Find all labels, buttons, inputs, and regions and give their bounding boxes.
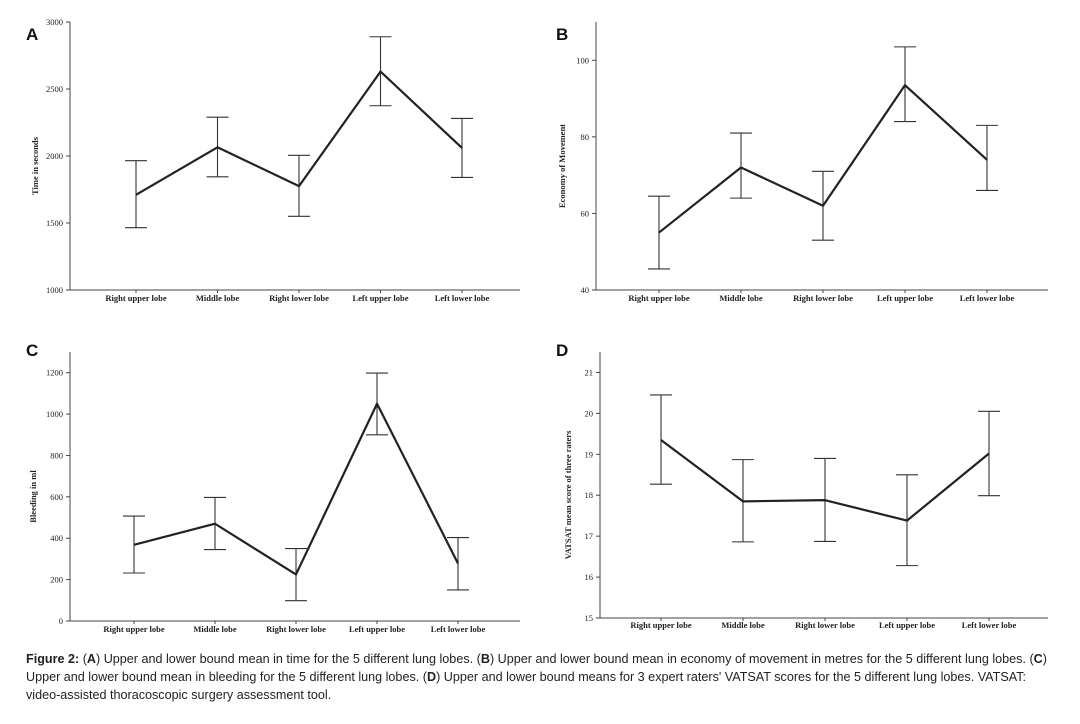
x-tick-label-b: Right lower lobe bbox=[793, 293, 853, 303]
panel-letter-b: B bbox=[556, 25, 568, 44]
y-tick-label-d: 21 bbox=[585, 367, 594, 377]
x-tick-label-c: Left lower lobe bbox=[431, 624, 486, 634]
error-bar-d bbox=[650, 394, 672, 485]
x-tick-label-b: Left lower lobe bbox=[960, 293, 1015, 303]
x-tick-label-d: Middle lobe bbox=[721, 620, 764, 630]
error-bar-c bbox=[447, 537, 469, 591]
panel-d: D 15 16 17 18 19 20 21 VATSAT mean score of thre… bbox=[556, 341, 1048, 630]
panel-letter-d: D bbox=[556, 341, 568, 360]
y-tick-label-c: 600 bbox=[50, 492, 63, 502]
mean-line-d bbox=[660, 439, 990, 522]
panel-letter-a: A bbox=[26, 25, 38, 44]
x-tick-label-c: Left upper lobe bbox=[349, 624, 405, 634]
y-axis-title-b: Economy of Movement bbox=[557, 124, 567, 208]
y-tick-label-c: 800 bbox=[50, 450, 63, 460]
y-tick-label-c: 400 bbox=[50, 533, 63, 543]
error-bar-b bbox=[730, 132, 752, 199]
panel-a: A 1000 1500 2000 2500 3000 Time in seconds Righ… bbox=[26, 17, 520, 303]
y-tick-label-c: 1200 bbox=[46, 368, 63, 378]
error-bar-b bbox=[648, 195, 670, 270]
y-tick-label-b: 60 bbox=[581, 208, 590, 218]
caption-part-c: (C) Upper and lower bound mean in bleedi… bbox=[26, 652, 1047, 684]
y-tick-label-d: 20 bbox=[585, 408, 594, 418]
x-tick-label-d: Right upper lobe bbox=[630, 620, 691, 630]
x-tick-label-a: Middle lobe bbox=[196, 293, 239, 303]
caption-part-d: (D) Upper and lower bound means for 3 ex… bbox=[26, 670, 1027, 702]
y-tick-label-c: 200 bbox=[50, 575, 63, 585]
x-tick-label-a: Right upper lobe bbox=[105, 293, 166, 303]
figure-caption: Figure 2: (A) Upper and lower bound mean… bbox=[26, 650, 1056, 704]
x-tick-label-b: Middle lobe bbox=[719, 293, 762, 303]
error-bar-b bbox=[976, 124, 998, 192]
panel-c: C 0 200 400 600 800 1000 1200 Bleeding in ml Righ… bbox=[26, 341, 520, 634]
caption-part-a: (A) Upper and lower bound mean in time f… bbox=[82, 652, 477, 666]
panel-letter-c: C bbox=[26, 341, 38, 360]
x-tick-label-d: Left upper lobe bbox=[879, 620, 935, 630]
caption-figure-label: Figure 2: bbox=[26, 652, 80, 666]
x-tick-label-d: Left lower lobe bbox=[962, 620, 1017, 630]
y-axis-title-c: Bleeding in ml bbox=[28, 470, 38, 523]
y-tick-label-d: 19 bbox=[585, 449, 594, 459]
y-tick-label-c: 0 bbox=[59, 616, 63, 626]
mean-line-a bbox=[135, 70, 463, 196]
panel-b: B 40 60 80 100 Economy of Movement Right upper… bbox=[556, 22, 1048, 303]
y-tick-label-a: 3000 bbox=[46, 17, 63, 27]
x-tick-label-a: Right lower lobe bbox=[269, 293, 329, 303]
y-axis-title-a: Time in seconds bbox=[30, 136, 40, 195]
mean-line-c bbox=[133, 402, 459, 576]
y-axis-title-d: VATSAT mean score of three raters bbox=[563, 430, 573, 559]
y-tick-label-b: 80 bbox=[581, 132, 590, 142]
y-tick-label-a: 1500 bbox=[46, 218, 63, 228]
x-tick-label-c: Right lower lobe bbox=[266, 624, 326, 634]
y-tick-label-d: 18 bbox=[585, 490, 594, 500]
y-tick-label-b: 40 bbox=[581, 285, 590, 295]
y-tick-label-a: 2000 bbox=[46, 151, 63, 161]
y-tick-label-d: 15 bbox=[585, 613, 594, 623]
y-tick-label-d: 16 bbox=[585, 572, 594, 582]
x-tick-label-a: Left upper lobe bbox=[352, 293, 408, 303]
y-tick-label-b: 100 bbox=[576, 55, 589, 65]
mean-line-b bbox=[658, 84, 988, 234]
caption-part-b: (B) Upper and lower bound mean in econom… bbox=[476, 652, 1030, 666]
x-tick-label-c: Middle lobe bbox=[193, 624, 236, 634]
y-tick-label-c: 1000 bbox=[46, 409, 63, 419]
y-tick-label-d: 17 bbox=[585, 531, 594, 541]
y-tick-label-a: 2500 bbox=[46, 84, 63, 94]
x-tick-label-a: Left lower lobe bbox=[435, 293, 490, 303]
x-tick-label-b: Left upper lobe bbox=[877, 293, 933, 303]
y-tick-label-a: 1000 bbox=[46, 285, 63, 295]
x-tick-label-b: Right upper lobe bbox=[628, 293, 689, 303]
x-tick-label-c: Right upper lobe bbox=[103, 624, 164, 634]
x-tick-label-d: Right lower lobe bbox=[795, 620, 855, 630]
